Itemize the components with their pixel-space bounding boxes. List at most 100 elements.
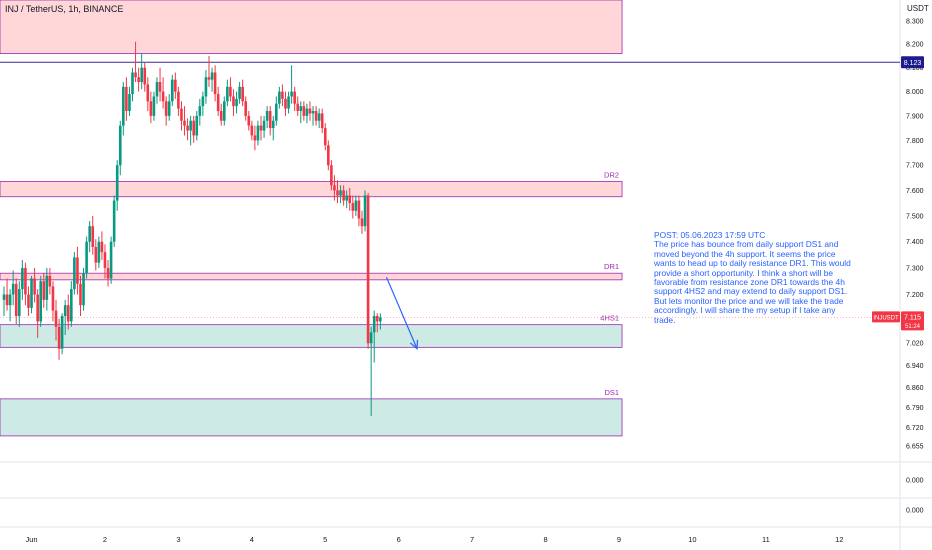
candle-body	[284, 98, 287, 109]
candle-body	[207, 77, 211, 80]
candle-body	[155, 82, 159, 97]
candle	[128, 86, 131, 116]
candle-body	[2, 294, 6, 300]
candle	[262, 115, 266, 138]
candle-body	[70, 289, 73, 322]
candles	[2, 41, 382, 416]
candle	[375, 313, 379, 333]
candle	[146, 77, 150, 111]
time-tick-label: 8	[543, 535, 547, 544]
candle	[106, 260, 110, 287]
candle-body	[275, 103, 278, 121]
candle-body	[250, 125, 254, 136]
candle	[137, 67, 140, 92]
candle-body	[351, 203, 355, 211]
price-tick-label: 7.020	[906, 341, 924, 348]
candle-body	[167, 101, 171, 116]
zone-label-ds1: DS1	[604, 388, 619, 397]
candle	[73, 252, 76, 295]
candle	[336, 180, 339, 204]
price-axis[interactable]: 8.300 8.200 8.100 8.000 7.900 7.800 7.700 7.600…	[906, 18, 924, 514]
price-tick-label: 8.100	[906, 65, 924, 72]
symbol-title[interactable]: INJ / TetherUS, 1h, BINANCE	[5, 4, 124, 14]
candle	[232, 89, 235, 116]
candle	[198, 98, 202, 126]
candle	[183, 106, 186, 136]
candle-body	[174, 79, 177, 92]
candle	[42, 273, 46, 308]
candle	[323, 123, 327, 151]
candle	[213, 65, 217, 102]
time-tick-label: 9	[617, 535, 621, 544]
candle	[76, 246, 79, 295]
candle	[379, 313, 382, 330]
candle-body	[293, 91, 296, 104]
candle	[125, 77, 128, 121]
candle	[366, 192, 370, 349]
candle-body	[369, 332, 373, 344]
candle	[51, 281, 55, 322]
candle-body	[302, 106, 306, 116]
candle-body	[45, 275, 49, 300]
candle-body	[265, 110, 269, 121]
candle	[79, 275, 82, 316]
candle-body	[30, 278, 33, 308]
candle-body	[91, 226, 95, 247]
candle	[94, 239, 98, 271]
candle-body	[213, 72, 217, 95]
time-axis[interactable]: Jun 2 3 4 5 6 7 8 9 10 11 12	[25, 535, 843, 544]
candle-body	[204, 77, 208, 97]
candle-body	[235, 98, 238, 107]
candle	[241, 79, 244, 107]
candle-body	[348, 195, 352, 204]
candle-body	[372, 315, 376, 333]
candle	[30, 275, 33, 314]
candle-body	[161, 91, 165, 102]
candle-body	[366, 195, 370, 344]
candle	[287, 91, 290, 114]
candle	[250, 120, 254, 141]
candle	[115, 160, 119, 211]
note-header: POST: 05.06.2023 17:59 UTC	[654, 230, 766, 240]
candle	[226, 79, 229, 107]
candle-body	[238, 86, 241, 99]
candle	[268, 106, 272, 136]
candle	[284, 91, 287, 116]
price-tick-label: 7.700	[906, 163, 924, 170]
candle	[11, 270, 15, 306]
candle	[201, 91, 205, 116]
candle	[109, 236, 113, 284]
candle	[88, 221, 91, 253]
price-tick-label: 8.200	[906, 42, 924, 49]
candle-body	[299, 106, 303, 111]
currency-label[interactable]: USDT	[907, 4, 929, 13]
candle-body	[21, 267, 24, 290]
projection-arrow	[385, 276, 419, 350]
candle	[149, 91, 153, 124]
candle-body	[320, 113, 324, 129]
candle	[131, 67, 134, 102]
candle	[45, 267, 49, 311]
time-tick-label: 2	[103, 535, 107, 544]
candle	[216, 86, 220, 116]
candle	[275, 96, 278, 126]
candle	[186, 118, 189, 141]
candle-body	[103, 252, 107, 268]
candle-body	[125, 86, 128, 111]
time-tick-label: 11	[762, 535, 770, 544]
price-tick-label: 6.940	[906, 363, 924, 370]
candle-body	[177, 91, 180, 109]
candle	[327, 140, 330, 171]
arrow-head	[409, 339, 419, 350]
zone-label-dr1: DR1	[604, 262, 619, 271]
time-tick-label: 7	[470, 535, 474, 544]
candle-body	[73, 257, 76, 290]
candle-body	[296, 103, 300, 111]
candle	[97, 236, 101, 268]
candle-body	[336, 190, 339, 196]
candle-body	[232, 96, 235, 107]
candle-body	[164, 101, 168, 116]
candle-body	[118, 125, 122, 166]
candle-body	[42, 281, 46, 300]
